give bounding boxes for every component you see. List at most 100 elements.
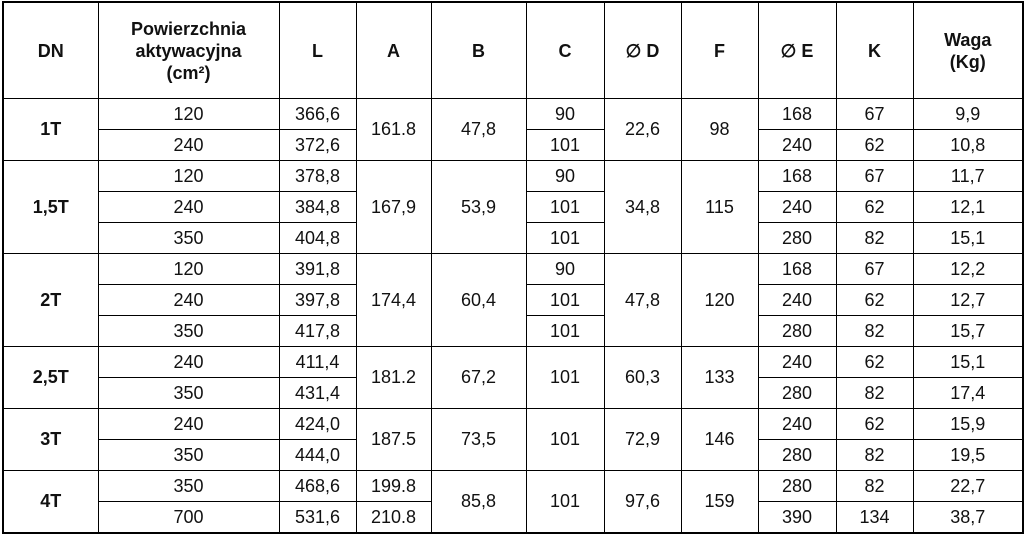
value-cell: 90 — [525, 98, 605, 130]
value-cell: 468,6 — [278, 470, 357, 502]
value-cell: 101 — [525, 129, 605, 161]
table-row: 3T 240 424,0 187.5 73,5 101 72,9 146 240 62 15,9 — [2, 408, 1024, 471]
merged-value-cell: 34,8 — [603, 160, 682, 254]
value-cell: 240 — [97, 284, 280, 316]
value-cell: 700 — [97, 501, 280, 534]
value-cell: 120 — [97, 253, 280, 285]
value-cell: 82 — [835, 315, 914, 347]
value-cell: 240 — [757, 346, 837, 378]
value-cell: 62 — [835, 129, 914, 161]
merged-value-cell: 181.2 — [355, 346, 432, 409]
value-cell: 411,4 — [278, 346, 357, 378]
table-row: 2T 120 391,8 174,4 60,4 90 47,8 120 168 67 12,2 — [2, 253, 1024, 347]
value-cell: 404,8 — [278, 222, 357, 254]
value-cell: 280 — [757, 377, 837, 409]
merged-value-cell: 60,3 — [603, 346, 682, 409]
value-cell: 391,8 — [278, 253, 357, 285]
value-cell: 90 — [525, 160, 605, 192]
table-row: 240 372,6 101 240 62 10,8 — [3, 129, 1024, 161]
value-cell: 67 — [835, 98, 914, 130]
merged-value-cell: 159 — [680, 470, 759, 534]
merged-value-cell: 146 — [680, 408, 759, 471]
value-cell: 384,8 — [278, 191, 357, 223]
value-cell: 350 — [97, 439, 280, 471]
value-cell: 101 — [525, 191, 605, 223]
merged-value-cell: 73,5 — [430, 408, 527, 471]
value-cell: 240 — [97, 129, 280, 161]
value-cell: 240 — [97, 346, 280, 378]
merged-value-cell: 120 — [680, 253, 759, 347]
value-cell: 280 — [757, 470, 837, 502]
dn-cell: 1,5T — [2, 160, 99, 254]
value-cell: 38,7 — [912, 501, 1024, 534]
dn-cell: 2,5T — [2, 346, 99, 409]
merged-value-cell: 101 — [525, 408, 605, 471]
value-cell: 62 — [835, 284, 914, 316]
value-cell: 82 — [835, 222, 914, 254]
merged-value-cell: 101 — [525, 346, 605, 409]
table-row: 1,5T 120 378,8 167,9 53,9 90 34,8 115 168 67 11,7 — [2, 160, 1024, 254]
header-cell: B — [430, 1, 527, 99]
value-cell: 240 — [97, 408, 280, 440]
merged-value-cell: 187.5 — [355, 408, 432, 471]
value-cell: 62 — [835, 191, 914, 223]
table-row: 240 384,8 101 240 62 12,1 — [3, 191, 1024, 223]
table-row: 4T 350 468,6 199.8 85,8 101 97,6 159 280 82 22,7 — [2, 470, 1024, 534]
table-row: 350 404,8 101 280 82 15,1 — [3, 222, 1024, 254]
dn-cell: 1T — [2, 98, 99, 161]
header-cell: Waga (Kg) — [912, 1, 1024, 99]
table-row: 2,5T 240 411,4 181.2 67,2 101 60,3 133 240 62 15,1 — [2, 346, 1024, 409]
value-cell: 67 — [835, 160, 914, 192]
value-cell: 210.8 — [355, 501, 432, 534]
value-cell: 101 — [525, 284, 605, 316]
table-row: 1T 120 366,6 161.8 47,8 90 22,6 98 168 67 9,9 — [2, 98, 1024, 161]
header-cell: DN — [2, 1, 99, 99]
value-cell: 531,6 — [278, 501, 357, 534]
merged-value-cell: 101 — [525, 470, 605, 534]
value-cell: 17,4 — [912, 377, 1024, 409]
dn-cell: 3T — [2, 408, 99, 471]
merged-value-cell: 47,8 — [603, 253, 682, 347]
value-cell: 378,8 — [278, 160, 357, 192]
value-cell: 120 — [97, 160, 280, 192]
value-cell: 424,0 — [278, 408, 357, 440]
value-cell: 12,7 — [912, 284, 1024, 316]
value-cell: 240 — [757, 129, 837, 161]
value-cell: 12,1 — [912, 191, 1024, 223]
table-row: 240 397,8 101 240 62 12,7 — [3, 284, 1024, 316]
header-cell: Powierzchnia aktywacyjna (cm²) — [97, 1, 280, 99]
value-cell: 9,9 — [912, 98, 1024, 130]
value-cell: 22,7 — [912, 470, 1024, 502]
value-cell: 350 — [97, 377, 280, 409]
value-cell: 431,4 — [278, 377, 357, 409]
dn-cell: 4T — [2, 470, 99, 534]
value-cell: 62 — [835, 408, 914, 440]
header-cell: K — [835, 1, 914, 99]
header-cell: L — [278, 1, 357, 99]
value-cell: 240 — [757, 191, 837, 223]
value-cell: 168 — [757, 98, 837, 130]
header-cell: F — [680, 1, 759, 99]
value-cell: 15,1 — [912, 222, 1024, 254]
header-cell: ∅ D — [603, 1, 682, 99]
value-cell: 240 — [97, 191, 280, 223]
value-cell: 240 — [757, 284, 837, 316]
value-cell: 15,9 — [912, 408, 1024, 440]
value-cell: 10,8 — [912, 129, 1024, 161]
value-cell: 15,1 — [912, 346, 1024, 378]
value-cell: 199.8 — [355, 470, 432, 502]
value-cell: 372,6 — [278, 129, 357, 161]
merged-value-cell: 133 — [680, 346, 759, 409]
value-cell: 390 — [757, 501, 837, 534]
value-cell: 280 — [757, 439, 837, 471]
value-cell: 350 — [97, 315, 280, 347]
value-cell: 82 — [835, 470, 914, 502]
value-cell: 444,0 — [278, 439, 357, 471]
value-cell: 15,7 — [912, 315, 1024, 347]
header-cell: A — [355, 1, 432, 99]
value-cell: 280 — [757, 222, 837, 254]
value-cell: 19,5 — [912, 439, 1024, 471]
